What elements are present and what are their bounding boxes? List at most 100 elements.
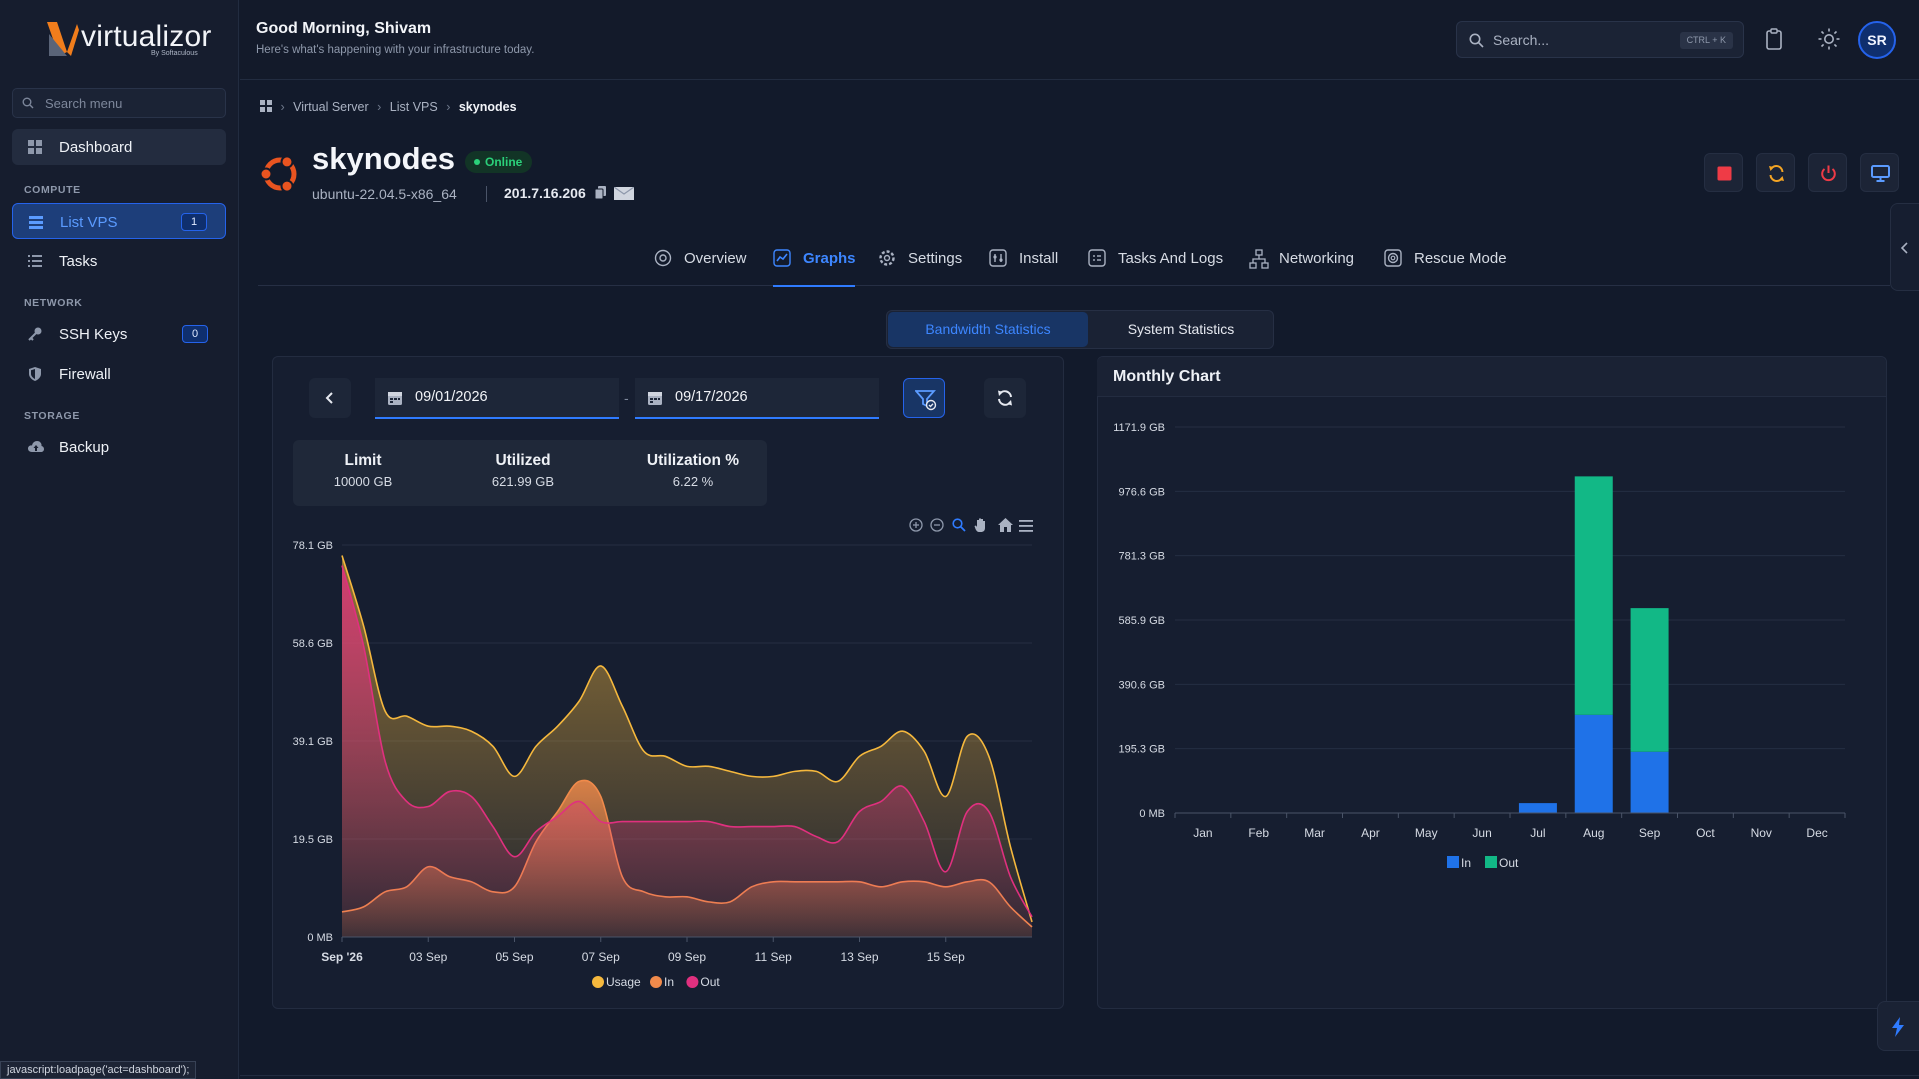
tab-graphs[interactable]: Graphs: [773, 240, 856, 287]
y-tick-label: 585.9 GB: [1119, 615, 1165, 627]
top-header: Good Morning, Shivam Here's what's happe…: [240, 0, 1919, 80]
calendar-icon: [388, 392, 402, 405]
date-from-value: 09/01/2026: [415, 389, 488, 405]
sidebar-item-dashboard[interactable]: Dashboard: [12, 129, 226, 165]
clipboard-icon[interactable]: [1766, 28, 1782, 50]
tab-networking[interactable]: Networking: [1249, 240, 1359, 286]
tab-label: Tasks And Logs: [1118, 250, 1224, 267]
y-tick-label: 0 MB: [1139, 808, 1165, 820]
user-avatar[interactable]: SR: [1858, 21, 1896, 59]
system-statistics-tab[interactable]: System Statistics: [1127, 321, 1235, 337]
bandwidth-usage-summary: Limit 10000 GB Utilized 621.99 GB Utiliz…: [293, 440, 767, 506]
vps-name: skynodes: [312, 141, 456, 176]
mail-icon[interactable]: [614, 187, 634, 200]
power-icon: [1821, 165, 1836, 182]
sidebar-search-placeholder: Search menu: [45, 96, 123, 111]
chart-menu-icon[interactable]: [1019, 520, 1033, 532]
virtualizor-logo[interactable]: virtualizor By Softaculous: [47, 20, 212, 60]
bandwidth-area-chart: 78.1 GB 58.6 GB 39.1 GB 19.5 GB 0 MB Sep '26 0…: [293, 540, 1033, 989]
global-search-input[interactable]: Search... CTRL + K: [1456, 21, 1744, 58]
power-off-button[interactable]: [1808, 153, 1847, 192]
chevron-left-icon: [325, 392, 333, 404]
console-button[interactable]: [1860, 153, 1899, 192]
sidebar-item-label: Dashboard: [59, 139, 133, 156]
count-badge: 0: [182, 325, 208, 343]
x-tick-label: Jan: [1193, 826, 1212, 840]
vps-tabs: Overview Graphs Settings Install Tasks A…: [258, 240, 1890, 287]
sidebar-item-label: List VPS: [60, 214, 118, 231]
zoom-in-icon[interactable]: [909, 518, 923, 532]
tab-label: Settings: [908, 250, 963, 267]
sun-icon[interactable]: [1818, 28, 1840, 50]
x-tick-label: Feb: [1248, 826, 1269, 840]
breadcrumb-separator: ›: [446, 100, 451, 114]
filter-check-icon: [915, 390, 937, 411]
sidebar-item-backup[interactable]: Backup: [12, 429, 226, 465]
x-tick-label: Aug: [1583, 826, 1604, 840]
x-tick-label: Dec: [1806, 826, 1827, 840]
sidebar-item-list-vps[interactable]: List VPS 1: [12, 203, 226, 239]
quick-actions-button[interactable]: [1877, 1001, 1919, 1051]
sidebar-item-firewall[interactable]: Firewall: [12, 356, 226, 392]
statistics-toggle: Bandwidth Statistics System Statistics: [886, 310, 1274, 349]
sidebar: virtualizor By Softaculous Search menu D…: [0, 0, 239, 1079]
sidebar-item-tasks[interactable]: Tasks: [12, 243, 226, 279]
stop-button[interactable]: [1704, 153, 1743, 192]
limit-stat: Limit 10000 GB: [313, 452, 413, 489]
utilization-pct-value: 6.22 %: [672, 474, 714, 489]
date-to-input[interactable]: 09/17/2026: [635, 378, 879, 419]
count-badge: 1: [181, 213, 207, 231]
x-tick-label: Jul: [1530, 826, 1545, 840]
tab-rescue-mode[interactable]: Rescue Mode: [1384, 240, 1514, 286]
breadcrumb-virtual-server[interactable]: Virtual Server: [293, 100, 369, 114]
graph-icon: [773, 249, 791, 267]
status-badge: Online: [465, 151, 533, 173]
sidebar-item-ssh-keys[interactable]: SSH Keys 0: [12, 316, 226, 352]
y-tick-label: 0 MB: [307, 932, 333, 944]
apply-filter-button[interactable]: [903, 378, 945, 418]
greeting-subtitle: Here's what's happening with your infras…: [256, 44, 535, 56]
tab-tasks-and-logs[interactable]: Tasks And Logs: [1088, 240, 1238, 286]
tab-settings[interactable]: Settings: [878, 240, 988, 286]
legend-marker: [686, 976, 699, 988]
selection-zoom-icon[interactable]: [952, 518, 966, 532]
reset-zoom-icon[interactable]: [998, 518, 1013, 532]
zoom-out-icon[interactable]: [930, 518, 944, 532]
legend-marker: [650, 976, 662, 988]
vps-os: ubuntu-22.04.5-x86_64: [312, 186, 457, 202]
x-tick-label: 09 Sep: [668, 950, 706, 964]
pan-icon[interactable]: [974, 517, 988, 533]
refresh-icon: [998, 390, 1012, 406]
legend-label: Out: [700, 975, 720, 989]
tab-label: Graphs: [803, 250, 856, 267]
collapse-panel-button[interactable]: [1890, 203, 1919, 291]
tab-install[interactable]: Install: [989, 240, 1085, 286]
tasks-icon: [28, 255, 42, 267]
date-from-input[interactable]: 09/01/2026: [375, 378, 619, 419]
breadcrumb-list-vps[interactable]: List VPS: [389, 100, 438, 114]
status-bar-url: javascript:loadpage('act=dashboard');: [0, 1061, 197, 1079]
tab-overview[interactable]: Overview: [654, 240, 780, 286]
bar-in-sep: [1630, 751, 1669, 813]
sidebar-item-label: Firewall: [59, 366, 111, 383]
utilized-label: Utilized: [495, 452, 551, 469]
grid-home-icon[interactable]: [260, 100, 272, 112]
sidebar-search-input[interactable]: Search menu: [12, 88, 226, 118]
monitor-icon: [1871, 165, 1890, 182]
x-tick-label: Mar: [1304, 826, 1325, 840]
x-tick-label: Sep: [1639, 826, 1661, 840]
y-tick-label: 78.1 GB: [293, 540, 333, 552]
limit-label: Limit: [344, 452, 382, 469]
server-list-icon: [29, 216, 43, 229]
previous-period-button[interactable]: [309, 378, 351, 418]
legend-label: In: [1461, 856, 1471, 870]
refresh-button[interactable]: [984, 378, 1026, 418]
monthly-bar-chart: 1171.9 GB 976.6 GB 781.3 GB 585.9 GB 390.6 G…: [1113, 422, 1846, 870]
section-compute: COMPUTE: [24, 184, 81, 196]
install-icon: [989, 249, 1007, 267]
bandwidth-statistics-tab[interactable]: Bandwidth Statistics: [888, 312, 1088, 347]
restart-button[interactable]: [1756, 153, 1795, 192]
vps-ip: 201.7.16.206: [504, 185, 586, 201]
copy-icon[interactable]: [595, 186, 606, 199]
dashboard-icon: [28, 140, 42, 154]
